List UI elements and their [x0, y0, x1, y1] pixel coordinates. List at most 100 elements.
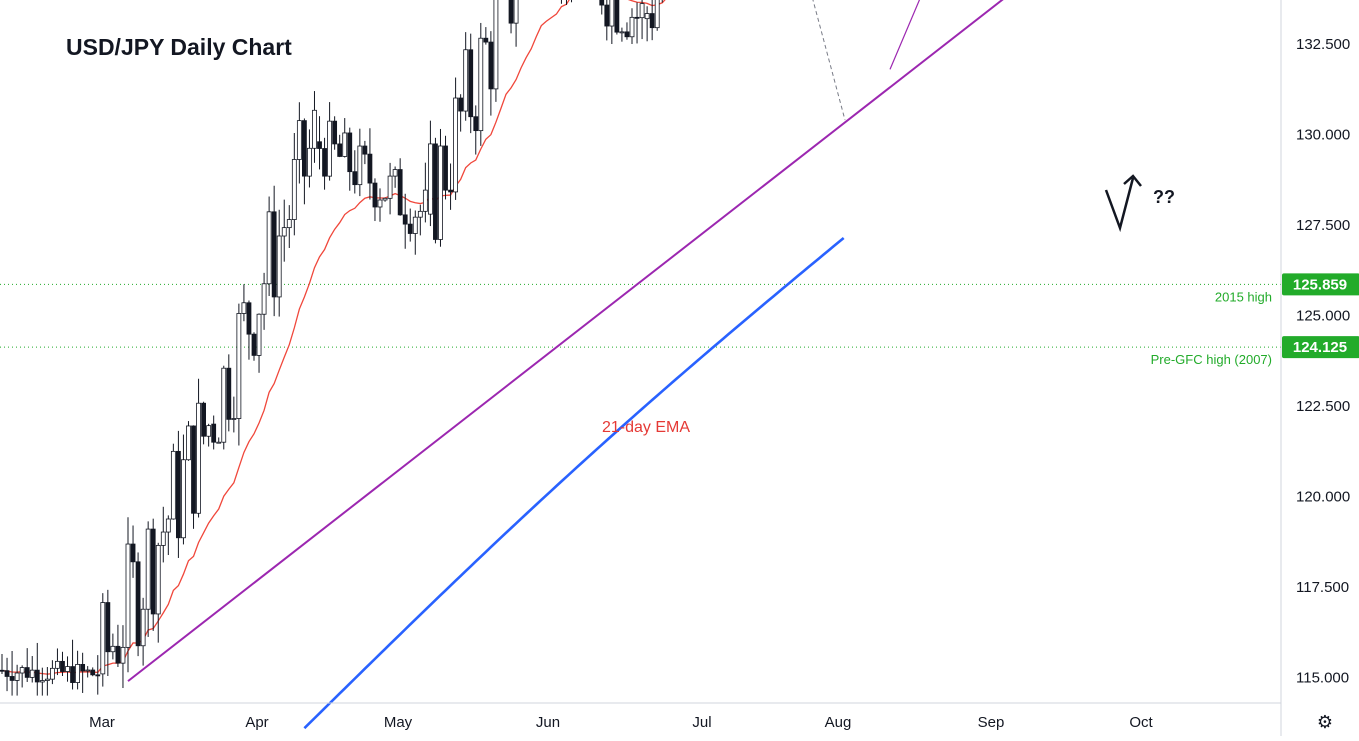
candle-body	[120, 646, 126, 664]
dotted-level-label: 2015 high	[1215, 289, 1272, 304]
candle-body	[397, 169, 403, 216]
candle-body	[387, 175, 393, 199]
price-axis-panel	[1281, 0, 1359, 736]
candle-body	[644, 13, 650, 20]
price-tag-label: 125.859	[1293, 276, 1347, 293]
candle-body	[327, 120, 333, 177]
candle-body	[9, 676, 15, 681]
question-mark-annotation: ??	[1153, 187, 1175, 207]
candle-body	[422, 189, 428, 212]
candle-body	[478, 37, 484, 132]
candle-body	[433, 143, 438, 240]
candle-body	[181, 459, 186, 539]
candle-body	[130, 543, 136, 563]
candle-body	[322, 148, 327, 177]
candle-body	[347, 132, 353, 173]
long-trendline	[127, 0, 1004, 682]
time-tick-label: Aug	[825, 714, 852, 731]
candle-body	[624, 31, 630, 38]
candle-body	[352, 171, 358, 186]
candle-body	[458, 97, 464, 112]
candle-body	[165, 518, 171, 533]
candle-body	[427, 143, 433, 215]
candle-body	[246, 302, 252, 335]
candle-body	[186, 425, 191, 461]
candle-body	[508, 0, 514, 24]
candle-body	[100, 602, 106, 675]
forecast-arrow-head	[1123, 174, 1142, 187]
price-tick-label: 117.500	[1296, 579, 1349, 596]
candle-body	[70, 666, 75, 683]
candle-body	[24, 667, 30, 678]
candle-body	[39, 680, 45, 683]
candle-body	[65, 666, 70, 672]
candle-body	[513, 0, 519, 24]
candle-body	[115, 645, 121, 664]
candle-body	[211, 423, 217, 443]
candle-body	[332, 120, 338, 145]
candle-body	[291, 159, 297, 220]
dotted-level-label: Pre-GFC high (2007)	[1151, 352, 1272, 367]
candle-body	[216, 441, 222, 444]
candle-body	[312, 109, 317, 149]
candle-body	[19, 667, 25, 674]
candle-body	[463, 49, 469, 112]
candle-body	[34, 669, 40, 683]
candle-body	[80, 663, 86, 672]
ema-label: 21-day EMA	[602, 419, 691, 436]
candle-body	[357, 145, 363, 186]
time-tick-label: Sep	[978, 714, 1005, 731]
candle-body	[95, 674, 101, 677]
candle-body	[105, 602, 111, 653]
price-tag	[1282, 273, 1359, 296]
candle-body	[145, 528, 151, 610]
price-tick-label: 125.000	[1296, 308, 1350, 325]
candle-body	[29, 669, 35, 678]
candle-body	[226, 367, 232, 420]
candle-body	[372, 182, 378, 208]
candle-body	[296, 120, 302, 160]
candle-body	[150, 528, 156, 615]
price-tick-label: 120.000	[1296, 489, 1350, 506]
candle-body	[251, 333, 257, 356]
candle-body	[337, 143, 343, 157]
candle-body	[75, 663, 80, 683]
candle-body	[110, 645, 116, 653]
fib-anchor-dashed-line	[812, 0, 846, 121]
price-tick-label: 127.500	[1296, 217, 1350, 234]
candle-body	[236, 313, 242, 419]
candle-body	[241, 302, 247, 314]
candle-body	[266, 211, 272, 285]
candle-body	[382, 197, 388, 201]
candle-body	[448, 189, 453, 193]
price-tick-label: 132.500	[1296, 36, 1350, 53]
price-tick-label: 115.000	[1296, 670, 1349, 687]
candle-body	[317, 141, 322, 149]
candle-body	[488, 41, 494, 90]
candle-body	[629, 16, 635, 38]
candle-body	[261, 283, 267, 315]
candle-body	[140, 608, 146, 647]
candle-body	[4, 670, 10, 677]
chart-title: USD/JPY Daily Chart	[66, 34, 292, 60]
candle-body	[135, 561, 141, 647]
candle-body	[206, 425, 212, 437]
price-tick-label: 122.500	[1296, 398, 1350, 415]
candle-body	[90, 669, 96, 676]
candle-body	[483, 37, 489, 43]
candle-body	[85, 669, 91, 672]
price-tag-label: 124.125	[1293, 339, 1347, 356]
candle-body	[493, 0, 499, 90]
candle-body	[231, 418, 237, 420]
candle-body	[438, 145, 443, 240]
candle-body	[468, 49, 474, 118]
candle-body	[50, 667, 55, 680]
candle-body	[14, 672, 20, 681]
candle-body	[599, 0, 605, 6]
candle-body	[634, 16, 640, 19]
settings-gear-icon[interactable]: ⚙	[1317, 712, 1333, 732]
candle-body	[286, 219, 292, 229]
candle-body	[412, 216, 418, 234]
